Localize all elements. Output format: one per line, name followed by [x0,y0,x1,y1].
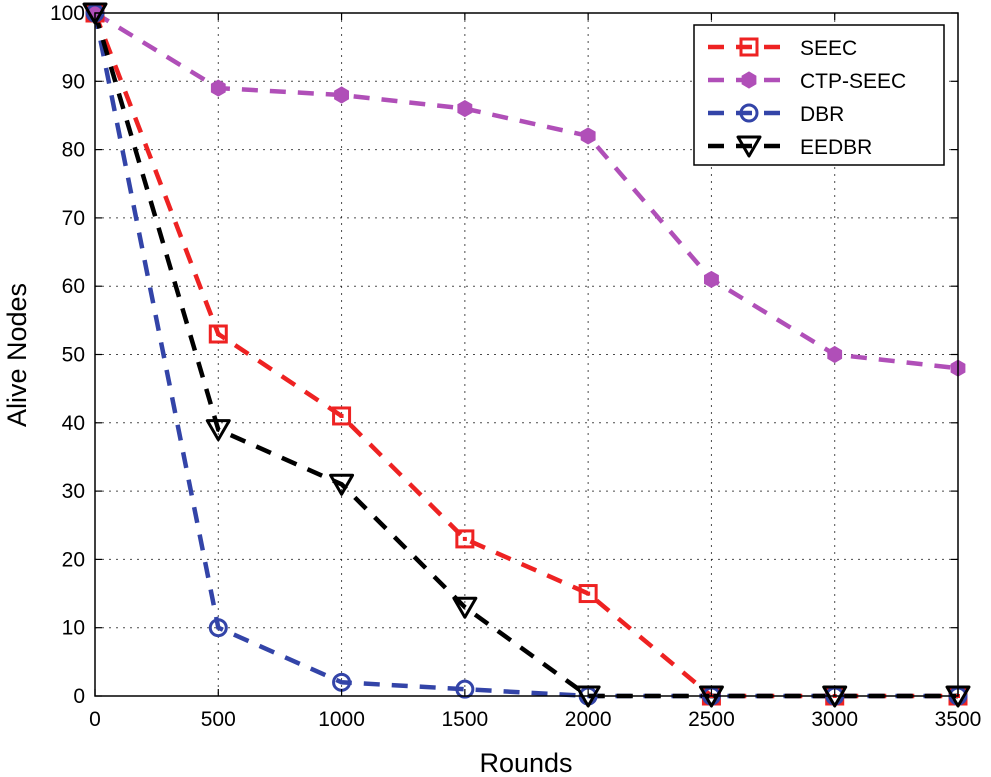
triangle-marker [452,596,478,619]
data-point [578,584,598,604]
x-tick-label: 1500 [441,708,488,731]
data-point [205,419,231,442]
data-point [332,406,352,426]
square-marker-dot [462,536,467,541]
data-point [457,100,473,118]
hexagon-marker [827,345,843,364]
data-point [739,103,759,123]
data-point [827,345,843,364]
legend-item-ctp-seec: CTP-SEEC [708,70,906,93]
series-line-seec [92,12,958,699]
data-point [455,679,475,699]
data-point [329,473,355,496]
square-marker-dot [216,332,221,337]
y-tick-label: 70 [62,207,85,230]
legend-label: DBR [800,103,844,126]
x-axis-label: Rounds [479,748,572,777]
legend-item-eedbr: EEDBR [708,135,872,159]
square-marker-dot [586,591,591,596]
data-point [739,37,759,57]
legend-label: CTP-SEEC [800,70,906,93]
y-tick-label: 40 [62,412,85,435]
data-point [210,79,226,97]
y-tick-label: 90 [62,70,85,93]
y-tick-label: 80 [62,139,85,162]
y-tick-label: 60 [62,275,85,298]
data-point [455,529,475,549]
x-tick-label: 2000 [565,708,612,731]
data-point [208,324,228,344]
hexagon-marker [210,79,226,97]
x-tick-label: 3000 [811,708,858,731]
y-tick-label: 100 [50,2,85,25]
triangle-marker [736,135,762,158]
triangle-marker [205,419,231,442]
circle-marker [208,618,228,638]
x-tick-label: 0 [89,708,101,731]
hexagon-marker [457,100,473,118]
x-tick-label: 1000 [318,708,365,731]
y-tick-label: 30 [62,480,85,503]
square-marker [455,529,475,549]
data-point [736,135,762,158]
data-point [334,86,349,104]
square-marker [332,406,352,426]
x-tick-label: 2500 [688,708,735,731]
square-marker [578,584,598,604]
y-tick-label: 50 [62,344,85,367]
data-point [580,127,596,145]
square-marker [739,37,759,57]
data-point [208,618,228,638]
y-tick-label: 10 [62,617,85,640]
x-tick-label: 500 [201,708,236,731]
hexagon-marker [704,270,719,288]
data-point [452,596,478,619]
legend-item-seec: SEEC [708,37,857,60]
legend-box [693,24,945,166]
hexagon-marker [334,86,349,104]
y-tick-label: 0 [73,685,85,708]
hexagon-marker [580,127,596,145]
square-marker-dot [747,45,751,49]
data-point [741,71,757,89]
square-marker [208,324,228,344]
hexagon-marker [741,71,757,89]
triangle-marker [329,473,355,496]
legend-label: EEDBR [800,136,872,159]
square-marker-dot [339,413,344,418]
y-tick-label: 20 [62,548,85,571]
axes: 0 500 1000 1500 2000 2500 3000 3500 0 10 20 30 40 50 6… [50,2,981,731]
legend-label: SEEC [800,37,857,60]
circle-marker [455,679,475,699]
legend-item-dbr: DBR [708,103,844,126]
series-line-ctp-seec [93,11,959,371]
circle-marker [739,103,759,123]
legend: SEEC CTP-SEEC DBR EEDBR [693,24,945,166]
data-point [704,270,719,288]
y-axis-label: Alive Nodes [2,283,32,427]
x-tick-label: 3500 [935,708,982,731]
